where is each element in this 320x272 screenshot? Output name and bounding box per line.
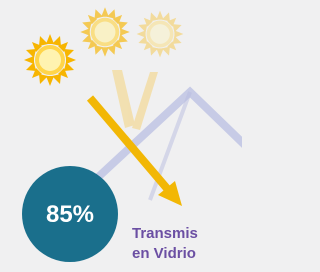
faded-rays [112,70,158,130]
sun-faint [137,11,184,58]
sun-medium [80,7,129,56]
page: 85% Transmis en Vidrio (() => { const da… [0,0,242,272]
caption-line: en Vidrio [132,245,196,262]
glass-line [95,92,242,180]
caption-line: Transmis [132,225,198,242]
badge-text: 85% [46,201,94,228]
sun-bright [24,34,76,86]
infographic: 85% Transmis en Vidrio [0,0,242,272]
